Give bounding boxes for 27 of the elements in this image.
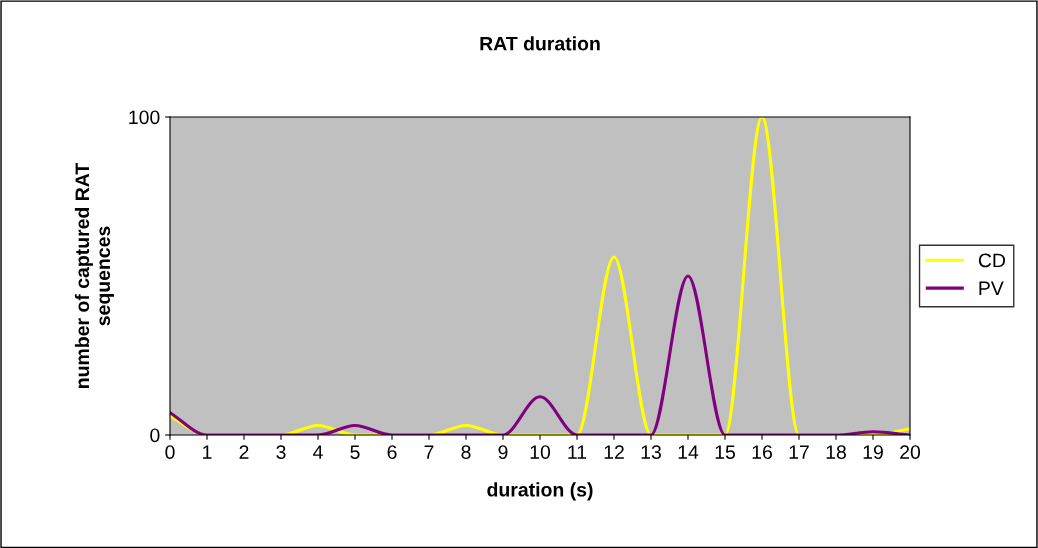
y-axis-title: number of captured RAT sequences (74, 162, 114, 388)
x-tick-label: 16 (752, 445, 772, 459)
x-tick-label: 8 (461, 445, 471, 459)
x-tick-label: 9 (498, 445, 508, 459)
x-tick-label: 20 (900, 445, 921, 459)
x-tick-label: 13 (641, 445, 661, 459)
x-tick-label: 15 (715, 445, 735, 459)
x-tick-label: 18 (826, 445, 846, 459)
x-tick-label: 7 (424, 445, 434, 459)
x-axis-title: duration (s) (487, 482, 593, 501)
x-tick-label: 5 (350, 445, 360, 459)
x-tick-label: 3 (276, 445, 286, 459)
x-tick-label: 0 (165, 445, 175, 459)
legend-label: CD (978, 253, 1006, 268)
x-tick-label: 4 (313, 445, 323, 459)
x-tick-label: 11 (568, 445, 587, 459)
y-tick-label: 100 (129, 110, 160, 125)
x-tick-label: 6 (387, 445, 397, 459)
x-tick-label: 2 (239, 445, 249, 459)
x-tick-label: 12 (604, 445, 624, 459)
legend-label: PV (979, 281, 1004, 295)
x-tick-label: 19 (863, 445, 883, 459)
x-tick-label: 10 (530, 445, 551, 459)
chart-title: RAT duration (480, 36, 600, 51)
x-tick-label: 17 (789, 445, 809, 459)
x-tick-label: 14 (678, 445, 699, 459)
x-tick-label: 1 (203, 445, 212, 459)
